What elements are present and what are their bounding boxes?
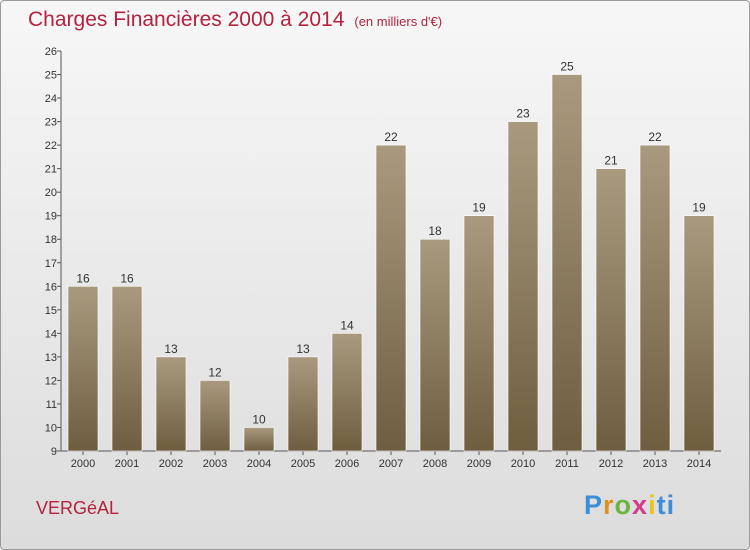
x-tick-label: 2003 [203, 458, 227, 470]
chart-subtitle: (en milliers d'€) [354, 14, 443, 29]
bar [287, 356, 319, 452]
y-tick-label: 22 [45, 140, 57, 152]
y-tick-label: 17 [45, 258, 57, 270]
bar [111, 285, 143, 452]
bar [199, 380, 231, 452]
logo-letter: r [603, 490, 615, 520]
x-tick-label: 2008 [423, 458, 447, 470]
value-label: 25 [560, 60, 574, 74]
y-tick-label: 26 [45, 46, 57, 58]
bar [243, 427, 275, 452]
value-label: 19 [472, 201, 486, 215]
value-label: 18 [428, 224, 442, 238]
x-tick-label: 2012 [599, 458, 623, 470]
y-tick-label: 20 [45, 187, 57, 199]
bar [463, 215, 495, 452]
y-tick-label: 11 [46, 399, 57, 411]
commune-name: VERGéAL [36, 498, 120, 518]
x-tick-label: 2011 [555, 458, 579, 470]
value-label: 14 [340, 318, 354, 332]
x-tick-label: 2014 [687, 458, 711, 470]
y-tick-label: 21 [45, 164, 57, 176]
x-tick-label: 2001 [115, 458, 139, 470]
x-tick-label: 2007 [379, 458, 403, 470]
value-label: 10 [252, 412, 266, 426]
y-tick-label: 19 [45, 211, 57, 223]
bar [507, 121, 539, 452]
y-tick-label: 13 [45, 352, 57, 364]
bar [683, 215, 715, 452]
chart-labels: 16 16 13 12 10 13 14 22 18 19 23 25 21 22 19 [76, 60, 706, 427]
value-label: 22 [384, 130, 398, 144]
y-tick-label: 18 [45, 234, 57, 246]
x-tick-label: 2006 [335, 458, 359, 470]
logo-letter: x [632, 490, 649, 520]
value-label: 16 [120, 271, 134, 285]
value-label: 13 [164, 342, 178, 356]
bar [639, 144, 671, 452]
logo-letter: i [648, 490, 657, 520]
y-tick-label: 12 [45, 375, 57, 387]
x-tick-label: 2002 [159, 458, 183, 470]
proxiti-logo: Proxiti [584, 490, 675, 521]
chart-bars [67, 74, 715, 452]
bar [551, 74, 583, 452]
bar [67, 285, 99, 452]
value-label: 23 [516, 107, 530, 121]
logo-letter: P [584, 490, 604, 520]
x-tick-label: 2004 [247, 458, 271, 470]
bar [155, 356, 187, 452]
y-tick-label: 25 [45, 70, 57, 82]
bar [375, 144, 407, 452]
y-tick-label: 14 [45, 328, 57, 340]
value-label: 12 [208, 365, 222, 379]
y-tick-label: 23 [45, 117, 57, 129]
y-tick-label: 24 [45, 93, 57, 105]
x-tick-label: 2000 [71, 458, 95, 470]
bar [595, 168, 627, 452]
y-tick-label: 15 [45, 305, 57, 317]
x-tick-label: 2005 [291, 458, 315, 470]
logo-letter: ti [656, 490, 676, 520]
x-tick-label: 2010 [511, 458, 535, 470]
chart-title-text: Charges Financières 2000 à 2014 [28, 8, 345, 31]
y-tick-label: 10 [45, 422, 57, 434]
logo-letter: o [614, 490, 633, 520]
x-tick-label: 2009 [467, 458, 491, 470]
value-label: 21 [604, 154, 618, 168]
bar [419, 238, 451, 452]
chart-title: Charges Financières 2000 à 2014 (en milli… [28, 8, 442, 32]
bar [331, 333, 363, 452]
y-tick-label: 9 [51, 446, 57, 458]
x-tick-label: 2013 [643, 458, 667, 470]
value-label: 13 [296, 342, 310, 356]
y-tick-label: 16 [45, 281, 57, 293]
value-label: 22 [648, 130, 662, 144]
value-label: 16 [76, 271, 90, 285]
value-label: 19 [692, 201, 706, 215]
